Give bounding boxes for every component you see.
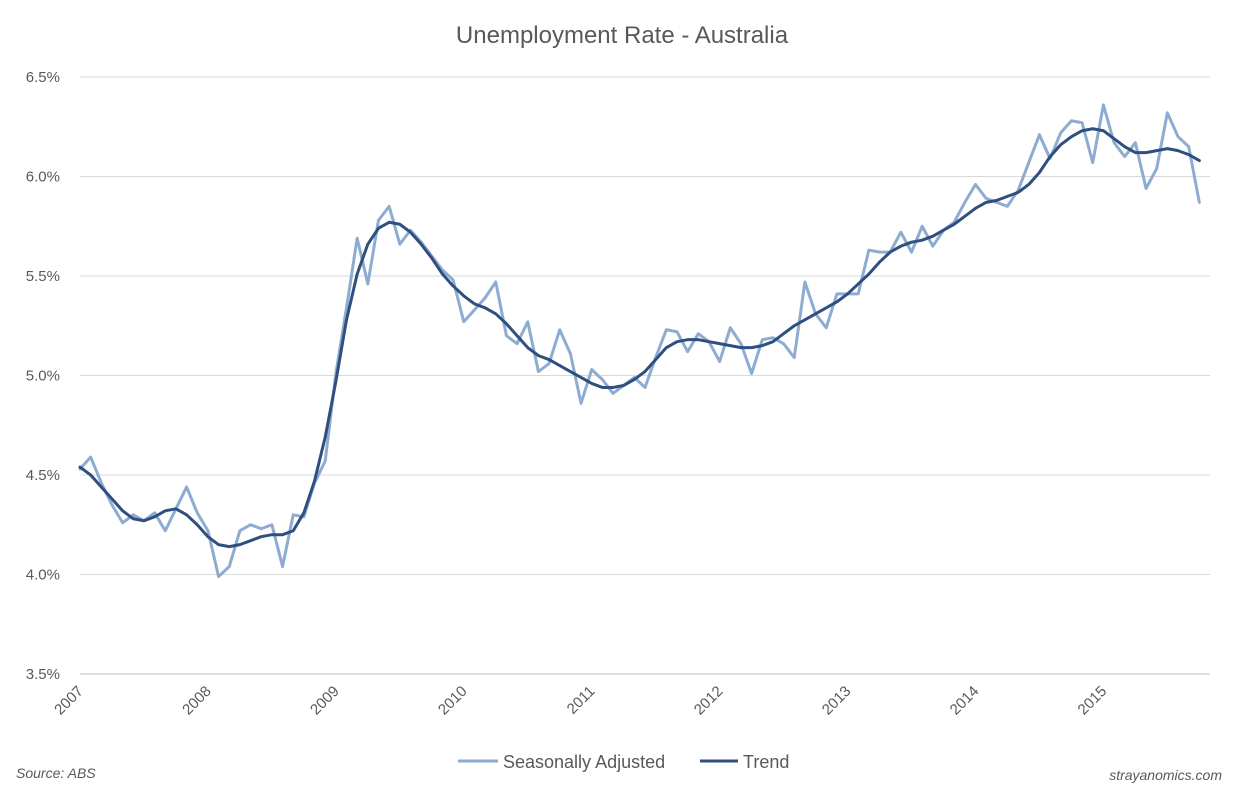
- site-credit: strayanomics.com: [1109, 767, 1222, 783]
- legend-label: Trend: [743, 752, 789, 772]
- series-line-trend: [78, 127, 1201, 549]
- x-tick-label: 2012: [691, 683, 727, 719]
- x-tick-label: 2009: [307, 683, 343, 719]
- x-tick-label: 2015: [1075, 683, 1111, 719]
- x-tick-label: 2008: [179, 683, 215, 719]
- chart-title: Unemployment Rate - Australia: [456, 22, 789, 49]
- x-tick-label: 2014: [947, 683, 983, 719]
- series-line-seasonally-adjusted: [78, 103, 1201, 578]
- x-tick-label: 2013: [819, 683, 855, 719]
- y-tick-label: 4.0%: [26, 567, 60, 584]
- legend: Seasonally Adjusted Trend: [458, 752, 789, 772]
- source-note: Source: ABS: [16, 765, 96, 781]
- x-tick-label: 2007: [51, 683, 87, 719]
- y-tick-label: 3.5%: [26, 666, 60, 683]
- y-tick-label: 5.5%: [26, 268, 60, 285]
- y-tick-label: 6.0%: [26, 169, 60, 186]
- x-axis-tick-labels: 2007 2008 2009 2010 2011 2012 2013 2014 2015: [51, 683, 1110, 719]
- y-tick-label: 4.5%: [26, 467, 60, 484]
- y-tick-label: 6.5%: [26, 69, 60, 86]
- series-lines: [78, 103, 1201, 578]
- x-tick-label: 2010: [435, 683, 471, 719]
- x-tick-label: 2011: [564, 683, 599, 718]
- y-tick-label: 5.0%: [26, 368, 60, 385]
- gridlines: [80, 76, 1210, 675]
- legend-label: Seasonally Adjusted: [503, 752, 665, 772]
- y-axis-tick-labels: 3.5% 4.0% 4.5% 5.0% 5.5% 6.0% 6.5%: [26, 69, 60, 683]
